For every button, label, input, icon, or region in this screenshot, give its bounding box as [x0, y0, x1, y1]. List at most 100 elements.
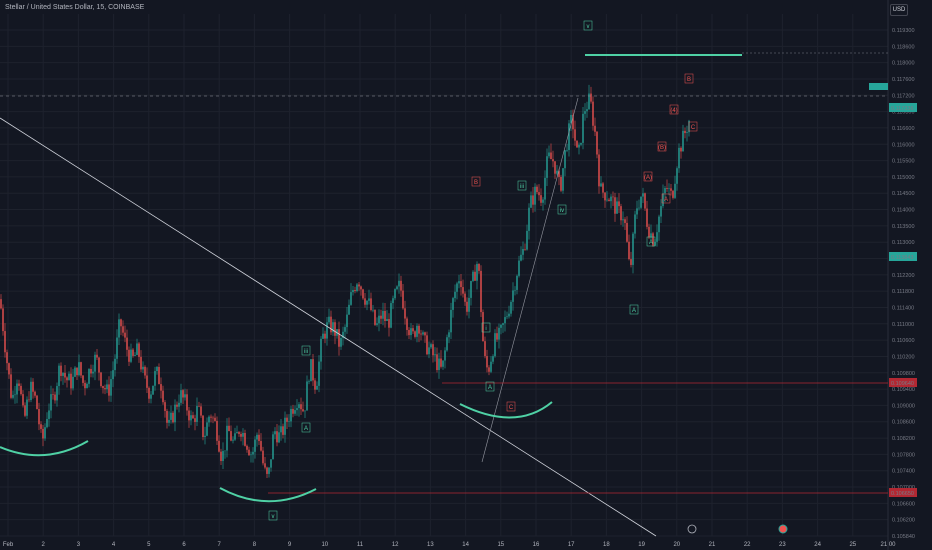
candle-body — [24, 405, 26, 416]
candle-body — [368, 298, 370, 301]
candle-body — [452, 298, 454, 310]
candle-body — [202, 415, 204, 438]
candle-body — [80, 362, 82, 376]
candle-body — [524, 248, 526, 250]
x-tick-label: 15 — [497, 542, 504, 548]
candle-body — [408, 329, 410, 336]
y-tick-label: 0.108600 — [892, 420, 915, 426]
candle-body — [580, 142, 582, 145]
candle-body — [366, 300, 368, 305]
candle-body — [648, 226, 650, 238]
candle-body — [598, 154, 600, 187]
candle-body — [480, 270, 482, 313]
candle-body — [676, 168, 678, 184]
candle-body — [406, 318, 408, 330]
wave-label: (B) — [658, 145, 666, 151]
candle-body — [556, 170, 558, 174]
candle-body — [60, 365, 62, 376]
candle-body — [512, 290, 514, 302]
candle-body — [224, 450, 226, 452]
candle-body — [28, 399, 30, 401]
candle-body — [0, 299, 2, 309]
candle-body — [136, 343, 138, 355]
candle-body — [166, 410, 168, 423]
candle-body — [110, 379, 112, 396]
currency-button[interactable]: USD — [890, 4, 908, 16]
x-tick-label: 25 — [849, 542, 856, 548]
candle-body — [608, 199, 610, 202]
candle-body — [304, 410, 306, 412]
wave-label: i — [485, 326, 486, 332]
candle-body — [436, 354, 438, 371]
candle-body — [466, 301, 468, 312]
x-tick-label: 17 — [568, 542, 575, 548]
candle-body — [132, 349, 134, 356]
wave-label: iii — [304, 349, 308, 355]
candle-body — [274, 431, 276, 435]
position-box — [869, 83, 888, 90]
candle-body — [296, 408, 298, 411]
y-tick-label: 0.113500 — [892, 224, 915, 230]
candle-body — [270, 459, 272, 468]
candle-body — [160, 384, 162, 391]
candle-body — [200, 406, 202, 416]
candle-body — [546, 156, 548, 178]
candle-body — [198, 405, 200, 407]
candle-body — [412, 328, 414, 332]
candle-body — [542, 199, 544, 203]
candle-body — [454, 291, 456, 299]
candle-body — [298, 404, 300, 409]
candle-body — [364, 298, 366, 305]
candle-body — [106, 384, 108, 390]
candle-body — [642, 193, 644, 197]
candle-body — [582, 113, 584, 143]
candle-body — [186, 394, 188, 411]
candle-body — [74, 367, 76, 377]
candle-body — [614, 197, 616, 214]
candle-body — [464, 293, 466, 302]
y-tick-label: 0.118600 — [892, 44, 915, 50]
candle-body — [156, 366, 158, 372]
candle-body — [594, 125, 596, 132]
candle-body — [134, 354, 136, 356]
candle-body — [528, 207, 530, 231]
candle-body — [514, 289, 516, 291]
candle-body — [308, 381, 310, 382]
candle-body — [128, 349, 130, 362]
candle-body — [312, 359, 314, 381]
candle-body — [686, 132, 688, 134]
candle-body — [212, 417, 214, 419]
candle-body — [672, 190, 674, 198]
candle-body — [494, 333, 496, 357]
candle-body — [414, 331, 416, 337]
candle-body — [682, 130, 684, 152]
y-tick-label: 0.115000 — [892, 175, 915, 181]
candle-body — [254, 439, 256, 452]
candle-body — [390, 303, 392, 328]
candle-body — [280, 426, 282, 433]
candle-body — [168, 419, 170, 423]
candle-body — [586, 109, 588, 112]
candle-body — [378, 315, 380, 324]
wave-label: A — [304, 426, 308, 432]
candle-body — [346, 314, 348, 328]
candle-body — [48, 410, 50, 419]
wave-label: B — [474, 180, 478, 186]
candle-body — [552, 159, 554, 162]
price-label: 0.106650 — [891, 491, 914, 497]
candle-body — [306, 381, 308, 411]
candle-body — [322, 333, 324, 339]
wave-label: A — [632, 308, 636, 314]
candle-body — [548, 152, 550, 157]
candle-body — [188, 410, 190, 421]
candle-body — [288, 421, 290, 422]
candle-body — [252, 451, 254, 455]
candle-body — [584, 111, 586, 114]
candle-body — [104, 388, 106, 390]
candle-body — [684, 130, 686, 134]
price-label-bg — [889, 103, 917, 112]
price-label-bg — [889, 252, 917, 261]
y-tick-label: 0.118000 — [892, 61, 915, 67]
candle-body — [434, 354, 436, 356]
